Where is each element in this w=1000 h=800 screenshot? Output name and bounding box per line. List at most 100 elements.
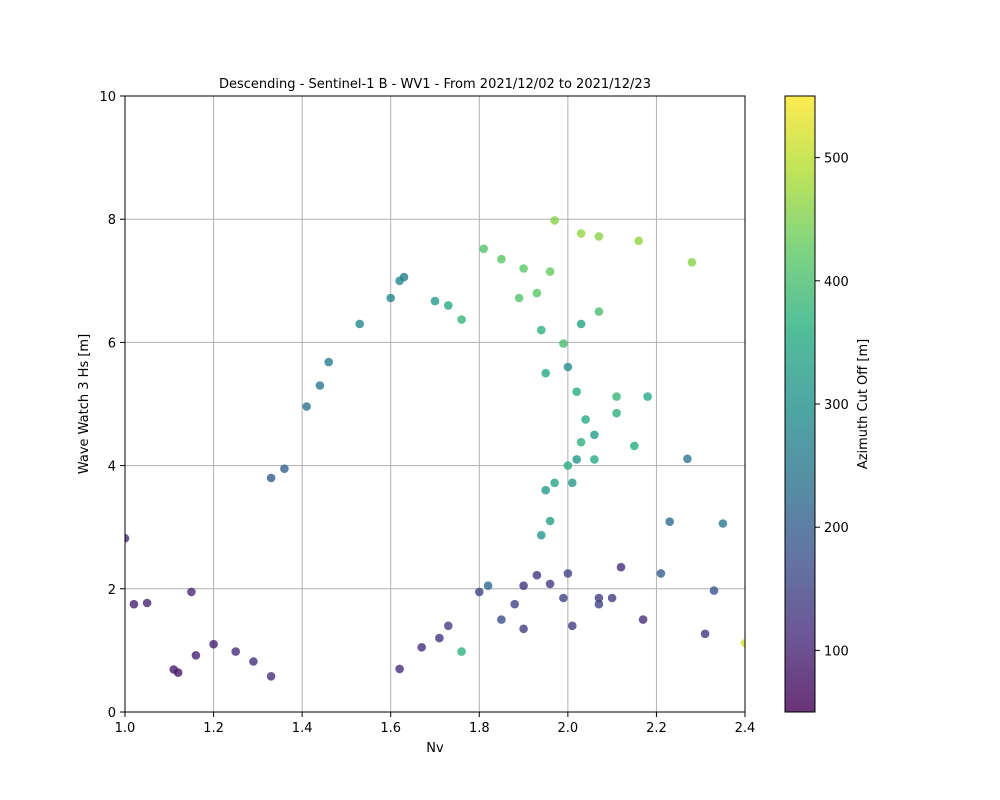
scatter-point	[612, 408, 621, 418]
scatter-point	[302, 402, 311, 411]
scatter-point	[142, 598, 152, 608]
y-tick-label: 6	[108, 336, 116, 351]
colorbar-tick-label: 500	[824, 152, 849, 167]
x-tick-label: 1.8	[469, 721, 490, 736]
scatter-point	[191, 651, 201, 660]
scatter-point	[616, 562, 626, 572]
scatter-point	[634, 236, 643, 246]
scatter-point	[545, 579, 555, 589]
scatter-point	[125, 534, 130, 543]
scatter-point	[417, 643, 427, 652]
scatter-point	[687, 258, 697, 267]
scatter-point	[266, 473, 276, 483]
x-axis-label: Nv	[426, 741, 444, 756]
scatter-point	[630, 441, 639, 451]
scatter-point	[594, 232, 604, 241]
scatter-point	[572, 455, 581, 464]
chart-title: Descending - Sentinel-1 B - WV1 - From 2…	[219, 77, 651, 92]
y-tick-label: 4	[108, 460, 116, 475]
scatter-point	[537, 325, 546, 335]
scatter-point	[541, 368, 550, 378]
scatter-point	[559, 593, 568, 603]
scatter-point	[231, 647, 240, 656]
scatter-point	[444, 301, 453, 310]
y-axis-ticks: 0 2 4 6 8 10	[99, 90, 125, 721]
y-tick-label: 10	[99, 90, 116, 105]
x-tick-label: 1.4	[292, 721, 313, 736]
scatter-point	[568, 478, 577, 488]
scatter-point	[510, 599, 519, 609]
colorbar-label: Azimuth Cut Off [m]	[856, 339, 871, 469]
scatter-point	[444, 621, 453, 631]
scatter-point	[435, 633, 444, 643]
scatter-point	[280, 464, 289, 474]
scatter-point	[550, 216, 559, 225]
x-tick-label: 1.6	[380, 721, 401, 736]
scatter-point	[545, 267, 555, 276]
scatter-point	[315, 381, 325, 390]
scatter-point	[740, 638, 745, 648]
x-axis-ticks: 1.0 1.2 1.4 1.6 1.8 2.0 2.2 2.4	[115, 712, 756, 736]
scatter-point	[550, 478, 559, 488]
scatter-point	[594, 593, 604, 603]
grid	[124, 95, 746, 713]
scatter-point	[355, 319, 365, 329]
scatter-point	[700, 629, 710, 639]
scatter-point	[129, 599, 139, 609]
colorbar-tick-label: 400	[824, 275, 849, 290]
scatter-point	[607, 593, 617, 603]
scatter-point	[541, 485, 550, 495]
colorbar-tick-label: 300	[824, 398, 849, 413]
scatter-point	[590, 455, 599, 464]
scatter-point	[559, 339, 568, 348]
scatter-point	[187, 587, 196, 597]
scatter-point	[532, 288, 542, 298]
scatter-point	[173, 668, 183, 677]
colorbar-tick-label: 100	[824, 644, 849, 659]
colorbar-tick-label: 200	[824, 521, 849, 536]
scatter-point	[563, 362, 573, 372]
scatter-point	[514, 293, 524, 303]
colorbar	[784, 95, 816, 713]
scatter-point	[483, 581, 493, 590]
scatter-point	[594, 599, 604, 609]
colorbar-ticks: 100 200 300 400 500	[815, 152, 849, 659]
scatter-point	[475, 587, 484, 597]
scatter-point	[209, 639, 218, 649]
x-tick-label: 2.0	[558, 721, 579, 736]
scatter-point	[249, 657, 258, 666]
scatter-point	[399, 272, 409, 282]
scatter-point	[576, 229, 586, 238]
scatter-point	[532, 570, 542, 580]
scatter-point	[656, 569, 666, 578]
scatter-point	[519, 581, 528, 590]
scatter-point	[457, 315, 466, 324]
y-axis-label: Wave Watch 3 Hs [m]	[77, 334, 92, 474]
y-tick-label: 8	[108, 213, 116, 228]
scatter-point	[266, 672, 276, 681]
y-tick-label: 2	[108, 583, 116, 598]
scatter-point	[612, 392, 621, 401]
scatter-point	[324, 357, 334, 367]
y-tick-label: 0	[108, 706, 116, 721]
scatter-point	[519, 264, 528, 273]
scatter-point	[576, 319, 586, 329]
scatter-point	[457, 647, 466, 656]
scatter-point	[395, 664, 404, 674]
scatter-point	[718, 519, 728, 528]
scatter-point	[590, 430, 599, 440]
scatter-point	[497, 254, 506, 264]
scatter-point	[576, 437, 586, 447]
scatter-point	[683, 454, 692, 464]
scatter-point	[545, 516, 555, 526]
plot-frame	[124, 95, 746, 713]
scatter-point	[594, 307, 604, 316]
scatter-point	[386, 293, 396, 303]
x-tick-label: 2.2	[646, 721, 667, 736]
scatter-point	[709, 586, 719, 595]
scatter-point	[537, 530, 546, 540]
scatter-point	[638, 615, 648, 624]
scatter-point	[568, 621, 577, 631]
x-tick-label: 2.4	[735, 721, 756, 736]
